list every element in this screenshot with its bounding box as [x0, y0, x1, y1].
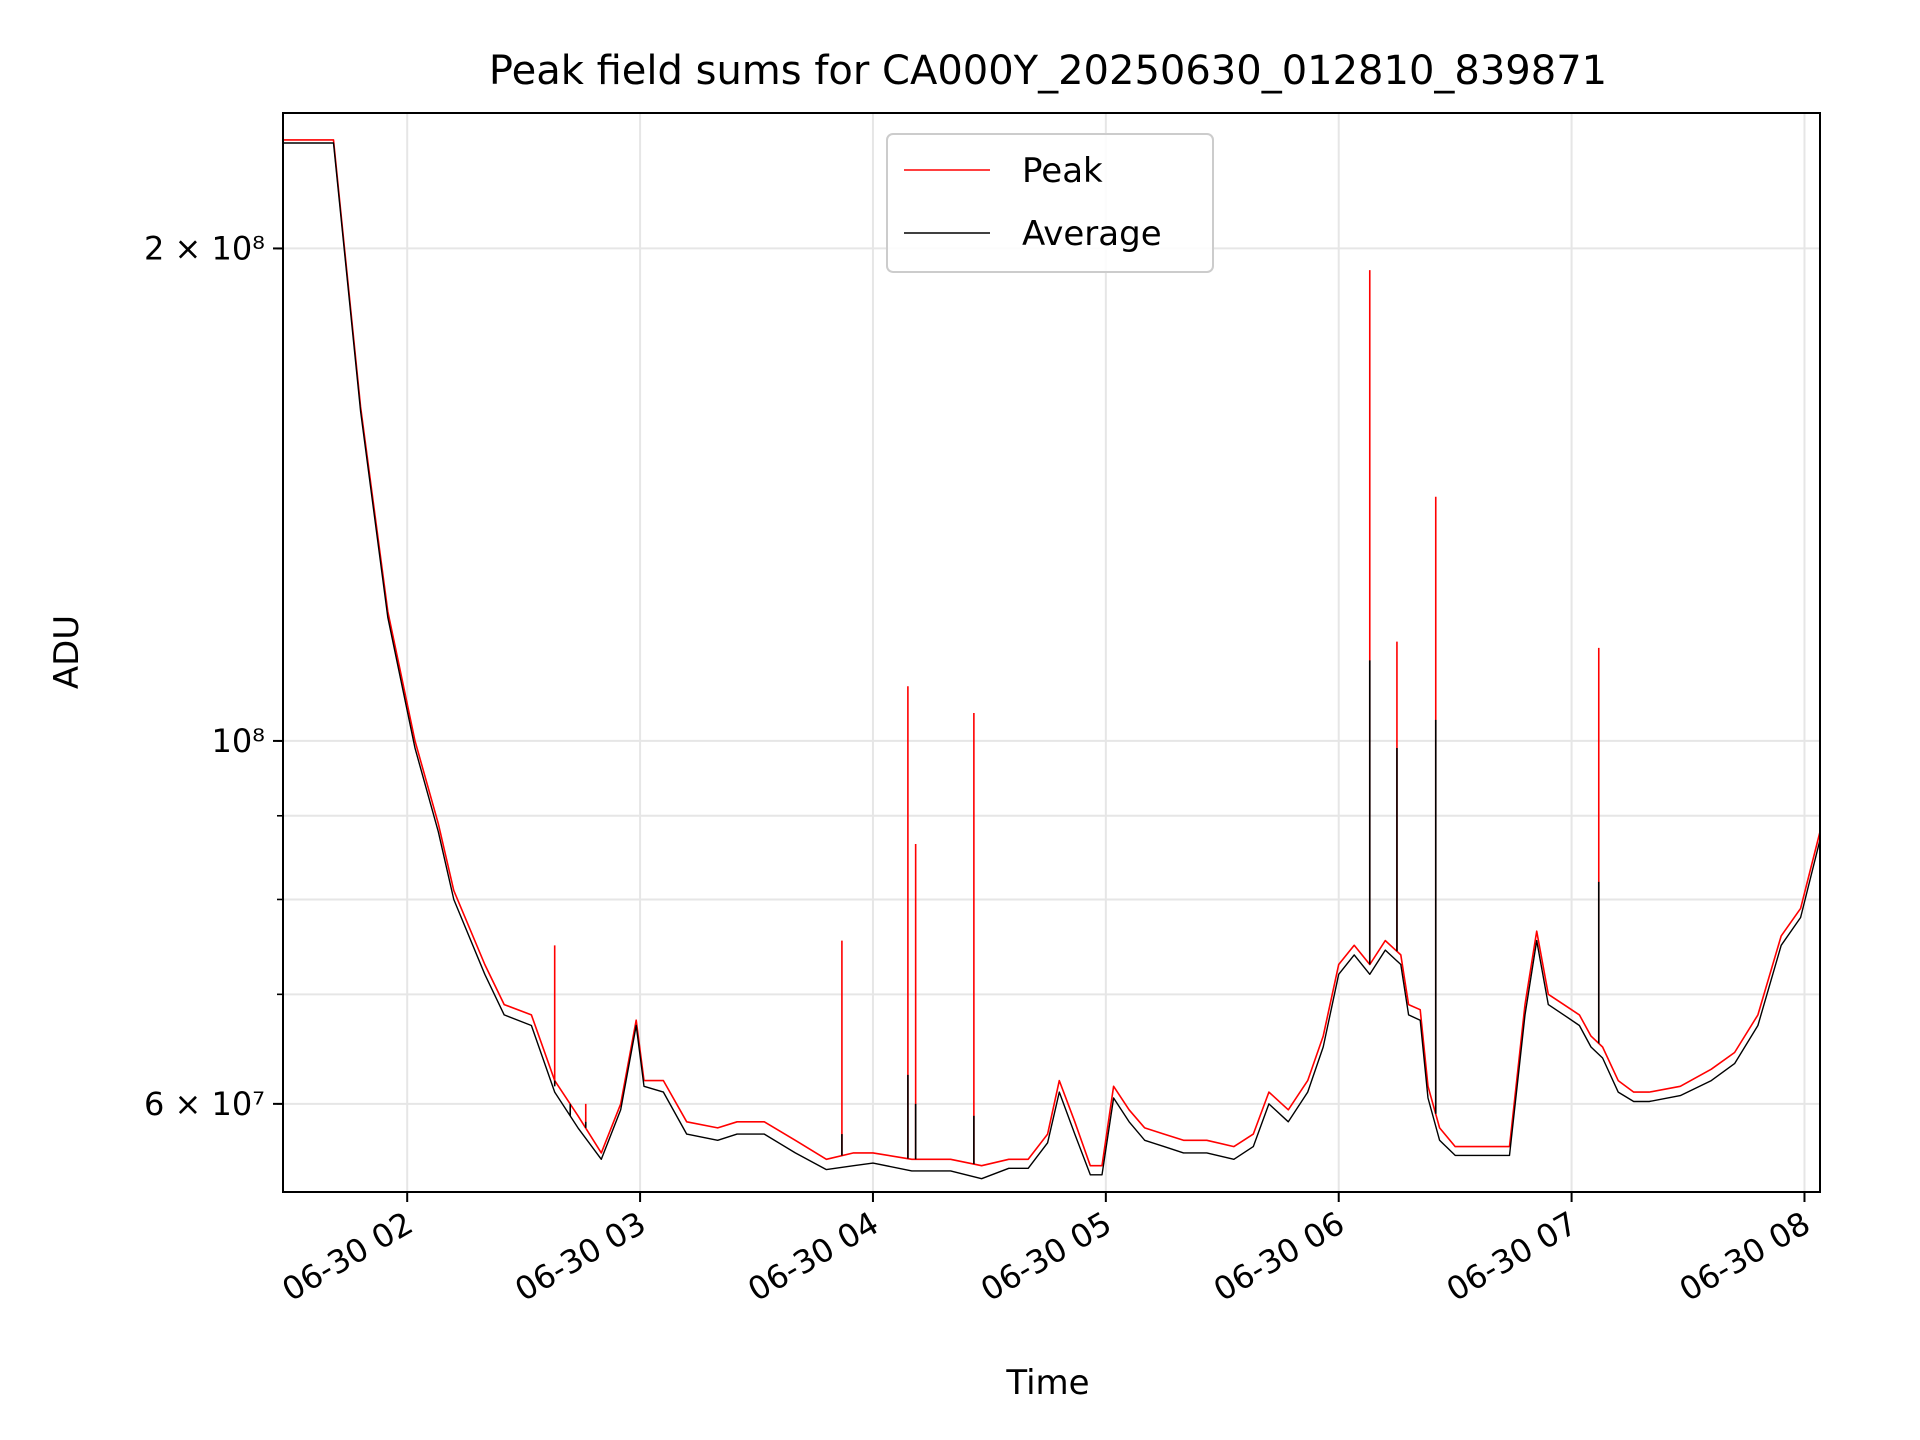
series-line-average	[283, 142, 1820, 1180]
x-axis-label: Time	[1005, 1363, 1089, 1403]
legend-frame	[886, 133, 1214, 273]
chart-title: Peak field sums for CA000Y_20250630_0128…	[489, 48, 1607, 94]
series-layer	[283, 139, 1820, 1180]
spike-layer	[553, 270, 1600, 1165]
y-tick-label: 2 × 10⁸	[144, 229, 265, 267]
series-line-peak	[283, 139, 1820, 1167]
legend-label-average: Average	[1022, 214, 1162, 254]
grid	[283, 113, 1820, 1192]
y-axis-label: ADU	[47, 615, 87, 689]
legend-label-peak: Peak	[1022, 151, 1103, 191]
y-tick-label: 10⁸	[211, 722, 265, 760]
axes-frame	[282, 112, 1821, 1193]
legend: Peak Average	[886, 133, 1214, 273]
y-tick-label: 6 × 10⁷	[144, 1085, 265, 1123]
